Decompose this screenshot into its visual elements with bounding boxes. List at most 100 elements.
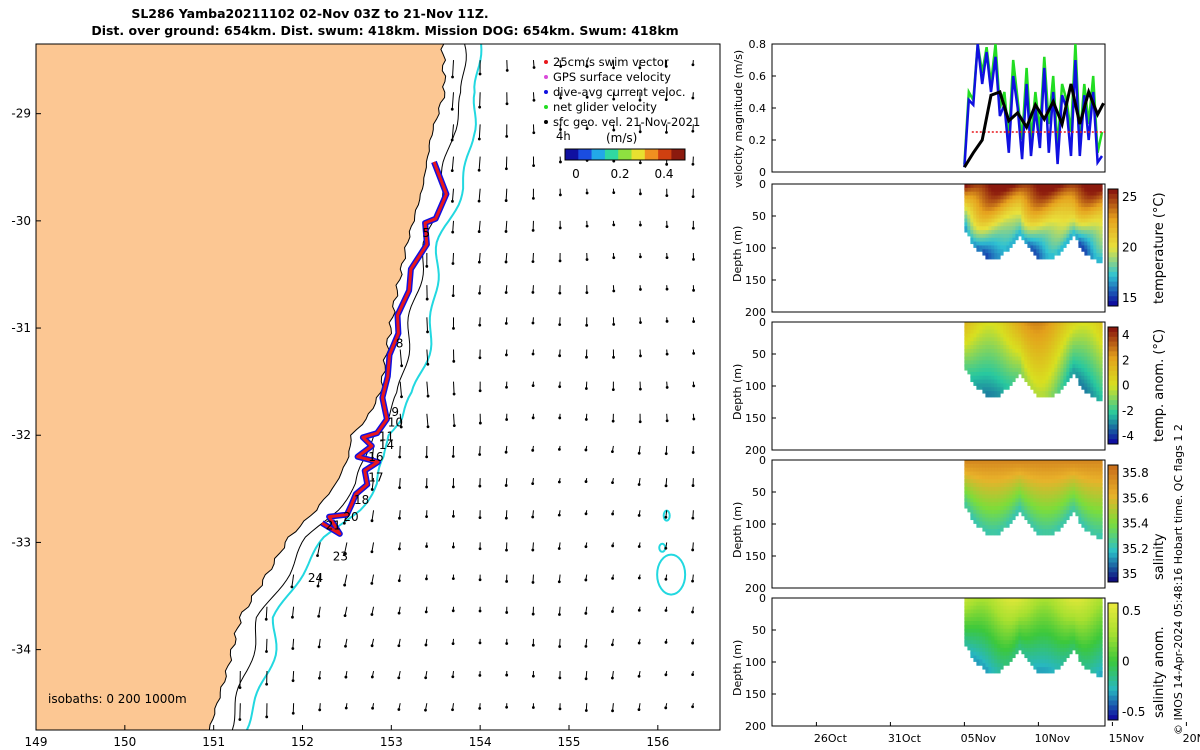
heatmap-cell <box>1048 621 1052 628</box>
heatmap-cell <box>1051 663 1055 670</box>
heatmap-cell <box>1003 226 1007 233</box>
heatmap-cell <box>988 605 992 612</box>
velocity-arrow <box>317 542 321 556</box>
velocity-arrow-head <box>637 708 641 711</box>
heatmap-cell <box>1099 498 1103 505</box>
colorbar-swatch <box>644 149 659 160</box>
heatmap-cell <box>979 195 983 202</box>
x-tick-label: 150 <box>113 735 136 749</box>
velocity-ylabel: velocity magnitude (m/s) <box>732 49 745 188</box>
heatmap-cell <box>988 191 992 198</box>
velocity-arrow-head <box>637 451 641 455</box>
colorbar-step <box>1108 523 1118 529</box>
heatmap-cell <box>1072 199 1076 206</box>
heatmap-cell <box>1090 494 1094 501</box>
heatmap-cell <box>1024 364 1028 371</box>
heatmap-cell <box>1093 222 1097 229</box>
heatmap-cell <box>1027 483 1031 490</box>
heatmap-cell <box>976 632 980 639</box>
heatmap-cell <box>1051 207 1055 214</box>
heatmap-cell <box>1093 529 1097 536</box>
heatmap-cell <box>1081 195 1085 202</box>
heatmap-cell <box>994 383 998 390</box>
heatmap-cell <box>1060 348 1064 356</box>
heatmap-cell <box>1015 598 1019 605</box>
heatmap-cell <box>1030 379 1034 386</box>
heatmap-cell <box>1000 651 1004 659</box>
heatmap-cell <box>1078 483 1082 490</box>
heatmap-cell <box>1090 460 1094 467</box>
heatmap-cell <box>1057 506 1061 513</box>
heatmap-cell <box>1063 498 1067 505</box>
heatmap-cell <box>1096 502 1100 509</box>
heatmap-cell <box>1093 624 1097 632</box>
velocity-arrow-head <box>585 224 589 228</box>
heatmap-cell <box>991 621 995 628</box>
colorbar-step <box>1108 489 1118 495</box>
heatmap-cell <box>1099 226 1103 233</box>
heatmap-cell <box>1027 199 1031 206</box>
heatmap-cell <box>1051 460 1055 467</box>
heatmap-cell <box>997 371 1001 379</box>
heatmap-cell <box>973 640 977 647</box>
heatmap-cell <box>1054 640 1058 647</box>
heatmap-cell <box>1093 253 1097 260</box>
heatmap-cell <box>1084 509 1088 517</box>
heatmap-cell <box>991 356 995 363</box>
heatmap-cell <box>1057 617 1061 624</box>
heatmap-cell <box>1057 659 1061 666</box>
heatmap-cell <box>985 471 989 478</box>
colorbar-step <box>1108 336 1118 343</box>
heatmap-cell <box>1069 356 1073 363</box>
heatmap-cell <box>1054 241 1058 248</box>
heatmap-cell <box>1030 195 1034 202</box>
heatmap-cell <box>1054 199 1058 206</box>
heatmap-cell <box>1012 624 1016 632</box>
heatmap-cell <box>976 506 980 513</box>
heatmap-cell <box>1018 207 1022 214</box>
heatmap-cell <box>988 601 992 609</box>
heatmap-cell <box>1036 199 1040 206</box>
heatmap-cell <box>1060 187 1064 195</box>
heatmap-cell <box>1099 463 1103 471</box>
heatmap-cell <box>1015 479 1019 486</box>
heatmap-cell <box>1081 486 1085 494</box>
heatmap-cell <box>967 210 971 218</box>
heatmap-cell <box>1075 203 1079 210</box>
heatmap-cell <box>1000 364 1004 371</box>
velocity-arrow-head <box>584 512 588 516</box>
heatmap-cell <box>1042 360 1046 367</box>
heatmap-cell <box>1066 191 1070 198</box>
heatmap-cell <box>991 502 995 509</box>
heatmap-cell <box>1054 494 1058 501</box>
heatmap-cell <box>1096 322 1100 329</box>
heatmap-cell <box>1030 624 1034 632</box>
velocity-arrow <box>426 349 429 365</box>
heatmap-cell <box>988 379 992 386</box>
heatmap-cell <box>1078 222 1082 229</box>
heatmap-cell <box>1084 368 1088 375</box>
heatmap-cell <box>976 348 980 356</box>
heatmap-cell <box>1027 598 1031 605</box>
heatmap-cell <box>1057 226 1061 233</box>
glider-track <box>321 161 448 536</box>
heatmap-cell <box>1057 371 1061 379</box>
heatmap-cell <box>1051 494 1055 501</box>
heatmap-cell <box>1051 659 1055 666</box>
heatmap-cell <box>982 651 986 659</box>
heatmap-cell <box>997 375 1001 383</box>
heatmap-cell <box>994 655 998 662</box>
heatmap-cell <box>1093 513 1097 521</box>
heatmap-cell <box>994 379 998 386</box>
colorbar-step <box>1108 193 1118 200</box>
heatmap-cell <box>1021 490 1025 498</box>
heatmap-cell <box>994 506 998 513</box>
heatmap-cell <box>1099 241 1103 248</box>
heatmap-cell <box>1066 467 1070 474</box>
heatmap-cell <box>994 486 998 494</box>
heatmap-cell <box>1039 506 1043 513</box>
heatmap-cell <box>1036 222 1040 229</box>
heatmap-cell <box>1069 203 1073 210</box>
heatmap-cell <box>979 218 983 225</box>
velocity-arrow-head <box>531 448 535 452</box>
